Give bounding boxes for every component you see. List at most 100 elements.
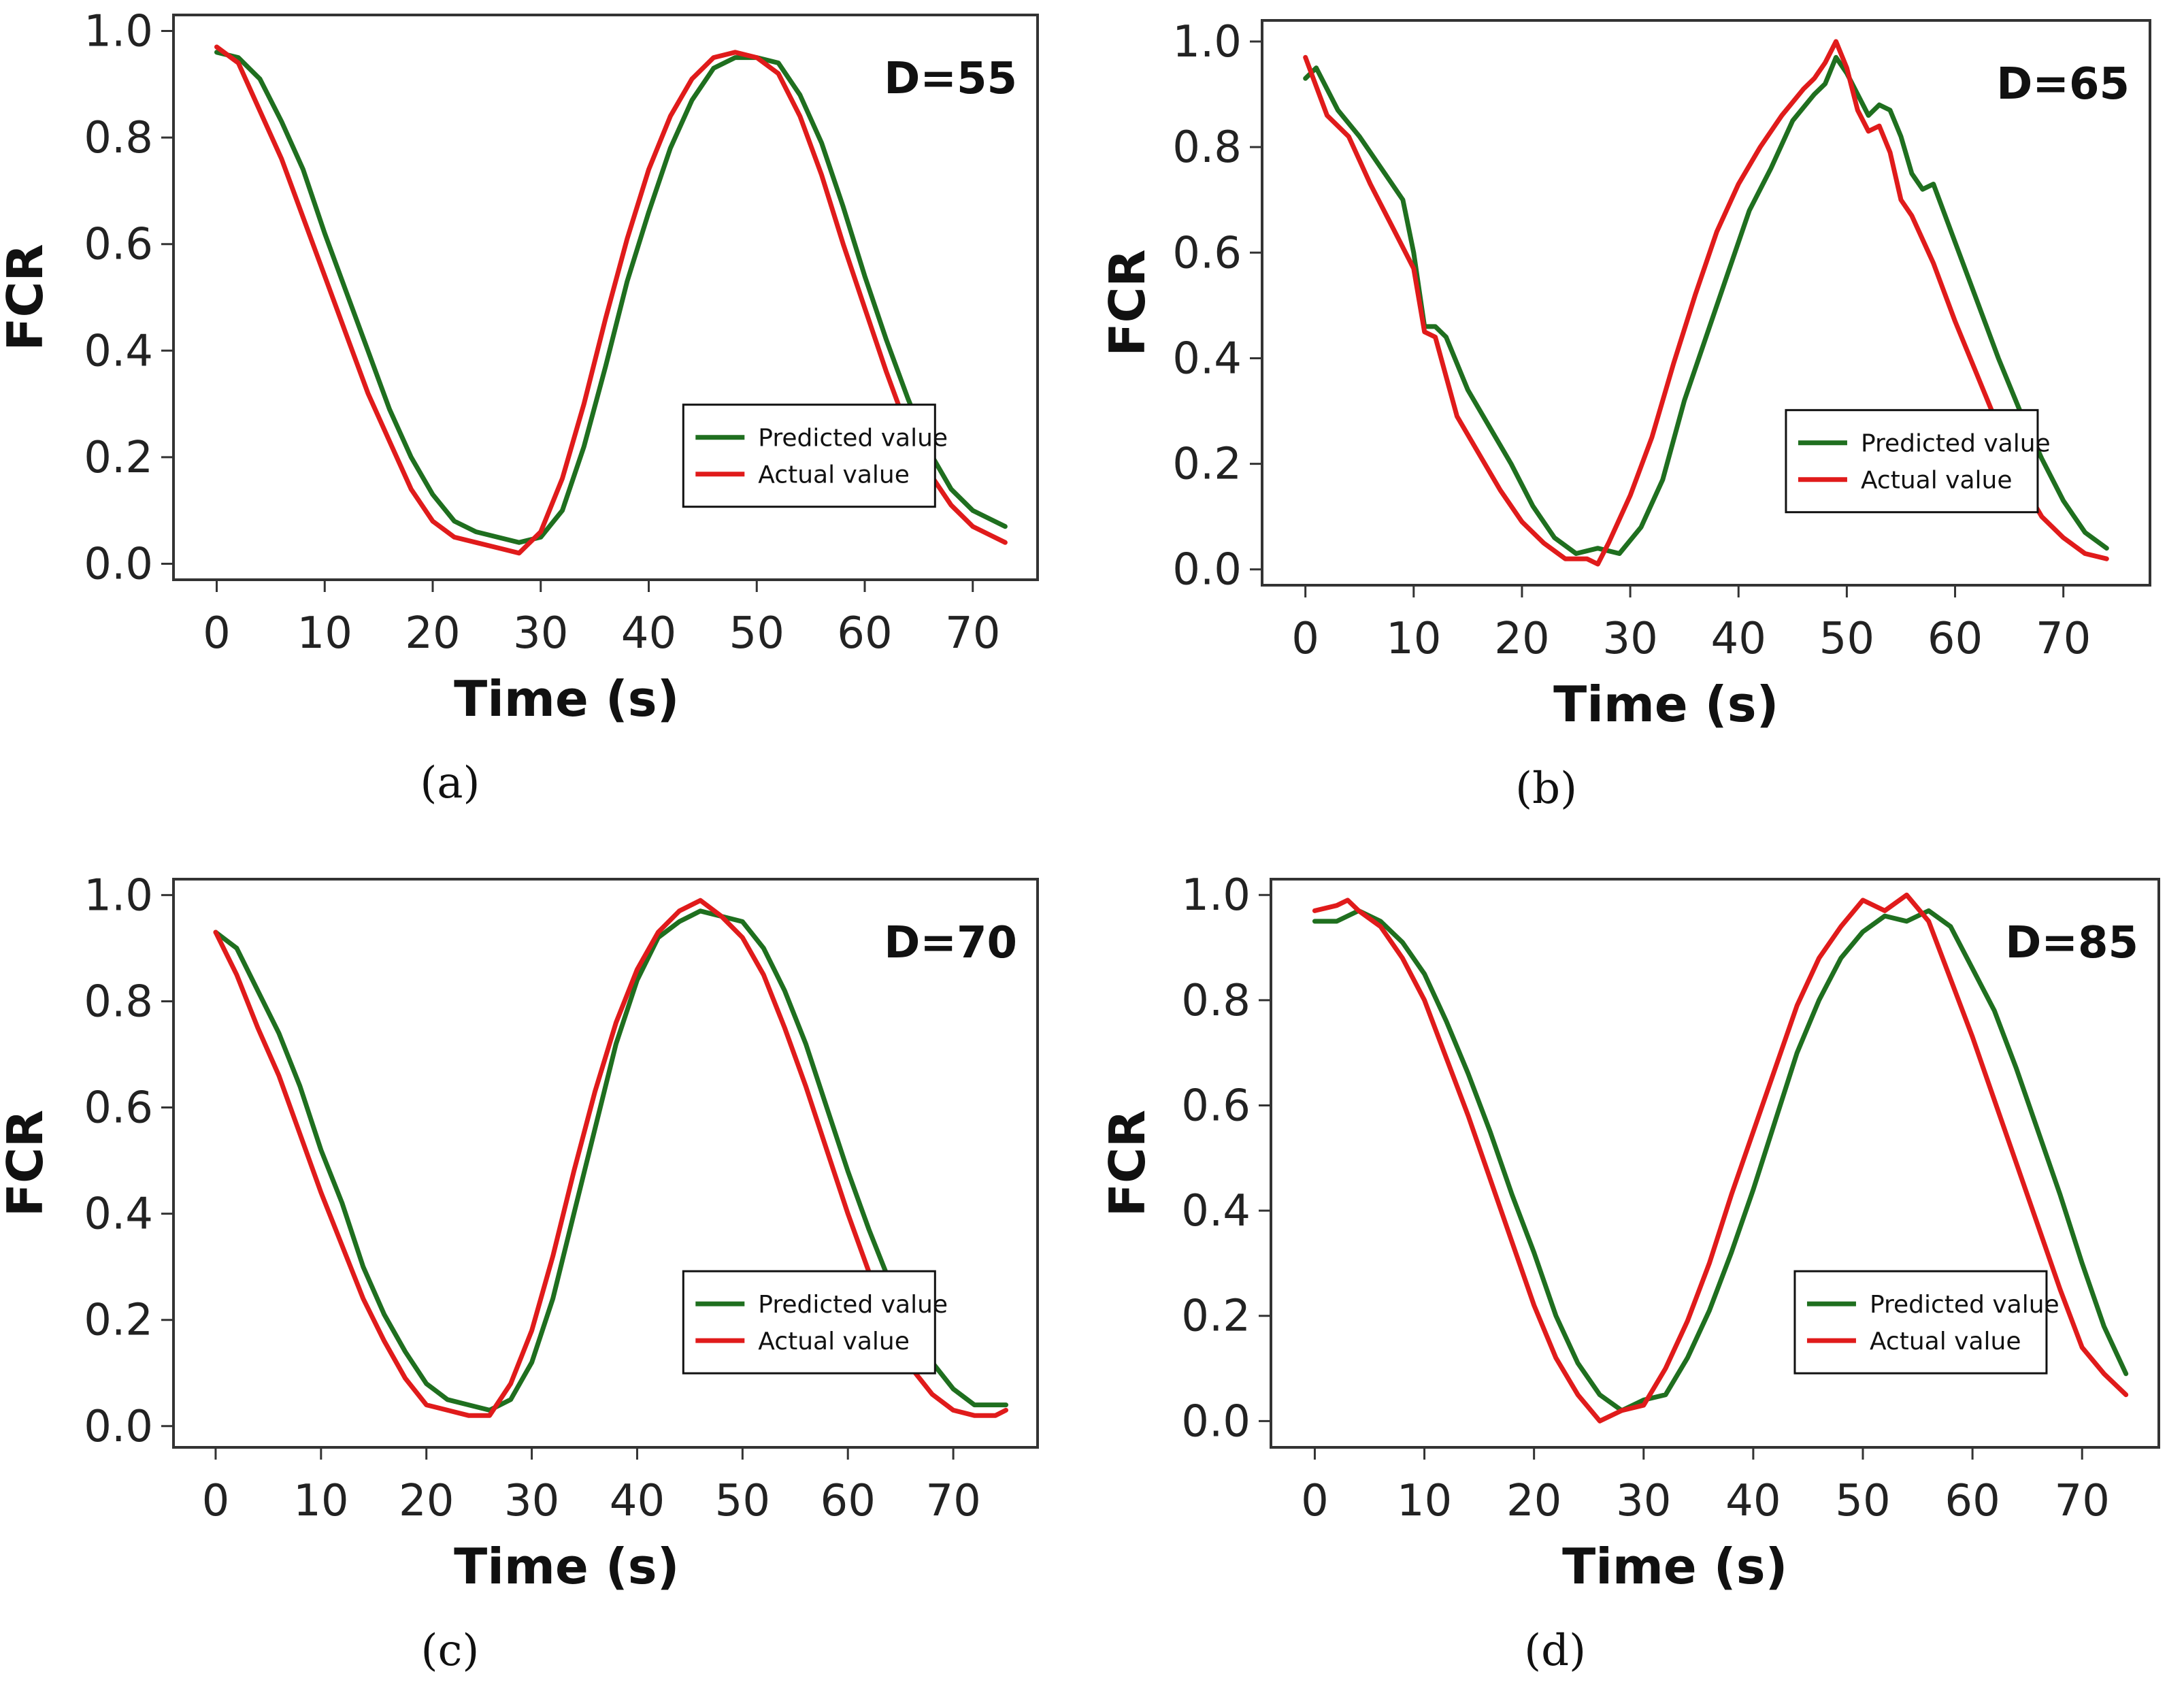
x-tick-label: 50 [715,1476,770,1526]
x-tick-label: 0 [1301,1476,1329,1526]
x-tick-label: 40 [610,1476,665,1526]
y-tick-label: 0.2 [84,1296,153,1346]
actual-series-line [1312,892,2129,1424]
y-axis-title: FCR [1102,249,1156,356]
y-tick-label: 0.0 [1181,1396,1251,1447]
y-tick-label: 0.8 [84,976,153,1027]
x-tick-label: 20 [399,1476,454,1526]
x-tick-label: 10 [1386,614,1441,664]
panel-b: 0 10 20 30 40 50 60 70 0.0 0.2 0.4 0.6 0.8 1.0 Time (s… [1102,0,2184,817]
plot-frame [172,14,1039,581]
y-axis-title: FCR [0,244,54,350]
x-tick-label: 70 [925,1476,980,1526]
x-tick-label: 50 [729,608,784,659]
y-tick-label: 0.8 [84,113,153,163]
x-tick-label: 30 [513,608,568,659]
x-tick-label: 60 [837,608,892,659]
x-tick-label: 30 [1616,1476,1671,1526]
x-tick-label: 70 [945,608,1000,659]
y-tick-label: 0.4 [1181,1186,1251,1236]
legend-box [682,404,936,508]
x-tick-label: 0 [202,1476,230,1526]
x-axis-title: Time (s) [1562,1538,1787,1595]
y-tick-label: 0.8 [1181,976,1251,1026]
y-tick-label: 0.2 [1172,440,1242,490]
x-tick-label: 10 [297,608,352,659]
panel-d: 0 10 20 30 40 50 60 70 0.0 0.2 0.4 0.6 0.8 1.0 Time (s… [1102,851,2184,1693]
legend-entry: Predicted value [758,425,948,453]
panel-a: 0 10 20 30 40 50 60 70 0.0 0.2 0.4 0.6 0.8 1.0 Time (s… [0,0,1061,817]
y-tick-label: 0.2 [84,433,153,483]
x-axis-title: Time (s) [454,670,679,727]
y-tick-label: 0.0 [84,540,153,590]
legend-box [682,1270,936,1375]
x-axis-title: Time (s) [1553,676,1778,733]
x-tick-label: 60 [821,1476,876,1526]
x-axis-title: Time (s) [454,1538,679,1595]
x-tick-label: 10 [1397,1476,1452,1526]
x-tick-label: 20 [1506,1476,1561,1526]
predicted-series-line [213,908,1008,1413]
legend: Predicted value Actual value [682,1270,948,1375]
legend: Predicted value Actual value [1785,409,2051,514]
legend-entry: Predicted value [758,1291,948,1319]
predicted-series-line [1303,54,2109,556]
legend-entry: Predicted value [1870,1291,2059,1319]
actual-series-line [1303,39,2109,567]
x-tick-label: 30 [1602,614,1657,664]
y-tick-label: 0.8 [1172,122,1242,173]
x-tick-label: 70 [2055,1476,2110,1526]
legend: Predicted value Actual value [682,404,948,508]
legend-entry: Actual value [1861,467,2013,495]
y-tick-label: 0.0 [84,1402,153,1452]
plot-frame [172,878,1039,1449]
y-tick-label: 0.6 [1172,228,1242,278]
y-tick-label: 0.6 [84,220,153,270]
x-tick-label: 10 [293,1476,348,1526]
y-tick-label: 0.0 [1172,545,1242,595]
y-tick-label: 1.0 [1172,17,1242,67]
y-axis-title: FCR [1102,1110,1156,1217]
y-axis-title: FCR [0,1110,54,1217]
x-tick-label: 40 [621,608,676,659]
d-annotation: D=70 [884,918,1017,968]
x-tick-label: 40 [1725,1476,1781,1526]
d-annotation: D=55 [884,54,1017,104]
x-tick-label: 0 [203,608,231,659]
x-tick-label: 40 [1711,614,1766,664]
legend-entry: Actual value [1870,1328,2021,1355]
actual-series-line [214,44,1008,556]
d-annotation: D=65 [1996,59,2130,110]
plot-frame [1270,878,2160,1449]
x-tick-label: 20 [1494,614,1549,664]
legend: Predicted value Actual value [1793,1270,2059,1375]
legend-box [1785,409,2039,514]
predicted-series-line [1312,908,2129,1413]
plot-frame [1261,19,2151,587]
x-tick-label: 0 [1291,614,1319,664]
chart-b: 0 10 20 30 40 50 60 70 0.0 0.2 0.4 0.6 0.8 1.0 Time (s… [1102,17,2151,814]
d-annotation: D=85 [2005,918,2138,968]
y-tick-label: 0.6 [84,1083,153,1134]
y-tick-label: 0.2 [1181,1292,1251,1342]
y-tick-label: 0.4 [84,326,153,376]
x-tick-label: 60 [1945,1476,2000,1526]
y-tick-label: 1.0 [84,6,153,56]
x-tick-label: 50 [1819,614,1874,664]
legend-entry: Actual value [758,461,910,489]
y-tick-label: 0.6 [1181,1081,1251,1131]
y-tick-label: 1.0 [1181,870,1251,921]
panel-caption: (d) [1524,1626,1586,1676]
y-tick-label: 0.4 [84,1189,153,1240]
x-tick-label: 70 [2036,614,2091,664]
panel-caption: (c) [421,1626,480,1676]
panel-caption: (a) [420,758,480,808]
predicted-series-line [214,50,1008,545]
legend-entry: Actual value [758,1328,910,1355]
legend-box [1793,1270,2048,1375]
panel-c: 0 10 20 30 40 50 60 70 0.0 0.2 0.4 0.6 0.8 1.0 Time (s… [0,851,1061,1693]
y-tick-label: 0.4 [1172,333,1242,384]
chart-a: 0 10 20 30 40 50 60 70 0.0 0.2 0.4 0.6 0.8 1.0 Time (s… [0,6,1039,808]
x-tick-label: 50 [1835,1476,1890,1526]
chart-c: 0 10 20 30 40 50 60 70 0.0 0.2 0.4 0.6 0.8 1.0 Time (s… [0,870,1039,1676]
